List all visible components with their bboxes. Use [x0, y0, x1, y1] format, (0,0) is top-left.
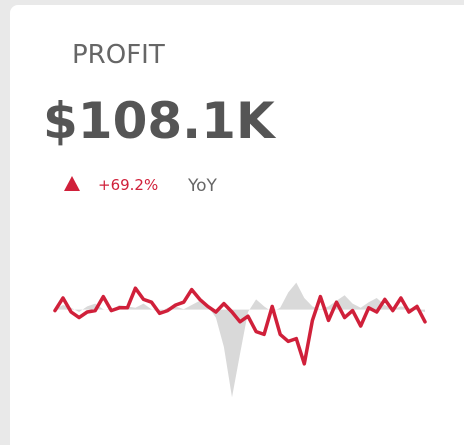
kpi-title: PROFIT [72, 40, 165, 70]
prior-year-area [55, 282, 425, 398]
card-background [10, 5, 464, 445]
kpi-change: +69.2% [98, 176, 158, 194]
profit-line [53, 286, 427, 366]
kpi-change-label: YoY [187, 176, 218, 196]
up-arrow-icon [64, 176, 80, 191]
kpi-value: $108.1K [43, 92, 277, 150]
